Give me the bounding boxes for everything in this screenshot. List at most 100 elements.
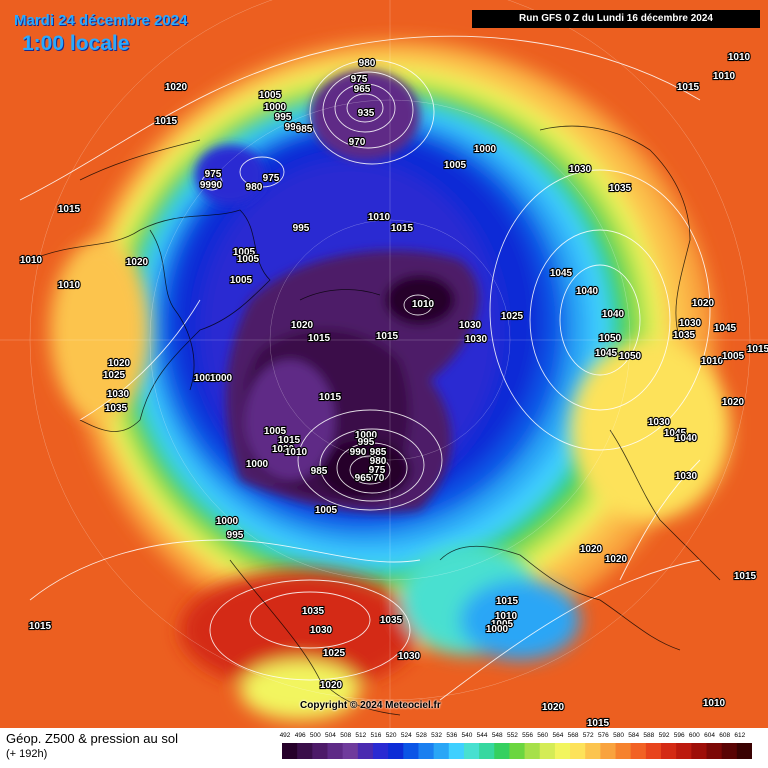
isobar-label: 970 — [349, 137, 366, 148]
legend-swatch — [479, 743, 495, 759]
isobar-label: 980 — [246, 182, 263, 193]
legend-swatch — [570, 743, 586, 759]
legend-swatch — [342, 743, 359, 759]
isobar-label: 1020 — [272, 444, 295, 455]
isobar-label: 1000 — [486, 624, 509, 635]
legend-swatch — [494, 743, 510, 759]
isobar-label: 975 — [205, 169, 222, 180]
legend-tick-label: 536 — [446, 732, 458, 739]
isobar-label: 1000 — [355, 430, 378, 441]
legend-tick-label: 520 — [385, 732, 397, 739]
geopotential-map: 9809759659359701005100099599098597598097… — [0, 0, 768, 728]
isobar-label: 1050 — [619, 351, 642, 362]
run-info-banner: Run GFS 0 Z du Lundi 16 décembre 2024 — [472, 10, 760, 28]
isobar-label: 1010 — [285, 447, 308, 458]
coastlines — [29, 125, 721, 716]
legend-color-bar — [282, 743, 752, 759]
isobar-label: 1005 — [230, 275, 253, 286]
isobar-label: 975 — [351, 74, 368, 85]
isobar-label: 965 — [355, 473, 372, 484]
isobar-label: 1015 — [319, 392, 342, 403]
isobar-label: 1005 — [233, 247, 256, 258]
legend-tick-label: 580 — [613, 732, 624, 739]
legend-swatch — [706, 743, 723, 759]
isobar-label: 1035 — [302, 606, 325, 617]
forecast-local-time: 1:00 locale — [22, 32, 130, 55]
legend-swatch — [539, 743, 556, 759]
legend-swatch — [524, 743, 541, 759]
isobar-label: 975 — [369, 465, 386, 476]
isobar-label: 1040 — [675, 433, 698, 444]
legend-swatch — [600, 743, 617, 759]
isobar-label: 1005 — [264, 426, 287, 437]
isobar-label: 1030 — [459, 320, 482, 331]
legend-swatch — [615, 743, 632, 759]
isobar-label: 1010 — [701, 356, 724, 367]
legend-swatch — [433, 743, 450, 759]
isobar-label: 1015 — [496, 596, 519, 607]
isobar-label: 1000 — [264, 102, 287, 113]
isobar-label: 1030 — [398, 651, 421, 662]
isobar-label: 1020 — [722, 397, 745, 408]
isobar-label: 1030 — [310, 625, 333, 636]
legend-tick-label: 504 — [325, 732, 336, 739]
isobar-label: 1000 — [216, 516, 239, 527]
isobar-label: 1015 — [391, 223, 414, 234]
isobar-label: 1025 — [103, 370, 126, 381]
isobar-label: 1005 — [722, 351, 745, 362]
isobar-label: 980 — [370, 456, 387, 467]
legend-tick-label: 540 — [461, 732, 473, 739]
isobar-label: 1015 — [308, 333, 331, 344]
legend-tick-label: 604 — [704, 732, 715, 739]
isobar-label: 1030 — [675, 471, 698, 482]
isobar-label: 1015 — [155, 116, 178, 127]
legend-swatch — [463, 743, 480, 759]
legend-tick-label: 556 — [522, 732, 534, 739]
isobar-label: 1020 — [291, 320, 314, 331]
legend-tick-label: 524 — [400, 732, 412, 739]
legend-swatch — [372, 743, 389, 759]
isobar-label: 1010 — [703, 698, 726, 709]
legend-tick-label: 608 — [719, 732, 731, 739]
legend-swatch — [327, 743, 344, 759]
legend-swatch — [403, 743, 419, 759]
graticule — [0, 0, 768, 728]
legend-swatch — [554, 743, 571, 759]
isobar-label: 1035 — [105, 403, 128, 414]
isobar-label: 1025 — [323, 648, 346, 659]
isobar-labels: 9809759659359701005100099599098597598097… — [19, 51, 768, 728]
isobar-label: 985 — [296, 124, 313, 135]
isobar-label: 1020 — [580, 544, 603, 555]
legend-swatch — [509, 743, 526, 759]
legend-swatch — [357, 743, 374, 759]
isobar-label: 980 — [359, 58, 376, 69]
isobar-label: 1015 — [587, 718, 610, 728]
legend-tick-labels: 492 496 500 504 508 512 516 520 524 528 532 536 540 5… — [280, 732, 752, 742]
legend-tick-label: 572 — [582, 732, 594, 739]
isobar-label: 1010 — [412, 299, 435, 310]
isobar-label: 1035 — [380, 615, 403, 626]
legend-swatch — [721, 743, 738, 759]
isobar-label: 1040 — [602, 309, 625, 320]
legend-tick-label: 496 — [294, 732, 306, 739]
isobar-label: 1010 — [368, 212, 391, 223]
isobar-label: 1010 — [713, 71, 736, 82]
isobar-label: 1045 — [595, 348, 618, 359]
isobar-label: 1015 — [278, 435, 301, 446]
map-footer: Géop. Z500 & pression au sol (+ 192h) 49… — [0, 728, 768, 768]
isobar-label: 1020 — [320, 680, 343, 691]
legend-tick-label: 600 — [688, 732, 700, 739]
legend-swatch — [645, 743, 662, 759]
isobar-label: 1020 — [165, 82, 188, 93]
forecast-lead-time: (+ 192h) — [6, 748, 48, 760]
isobar-label: 1010 — [495, 611, 518, 622]
isobar-label: 1000 — [210, 373, 233, 384]
legend-tick-label: 548 — [491, 732, 503, 739]
legend-tick-label: 544 — [476, 732, 488, 739]
isobar-label: 1025 — [501, 311, 524, 322]
legend-tick-label: 516 — [370, 732, 382, 739]
isobar-label: 935 — [358, 108, 375, 119]
legend-tick-label: 584 — [628, 732, 640, 739]
product-title: Géop. Z500 & pression au sol — [6, 731, 178, 746]
legend-tick-label: 612 — [734, 732, 746, 739]
